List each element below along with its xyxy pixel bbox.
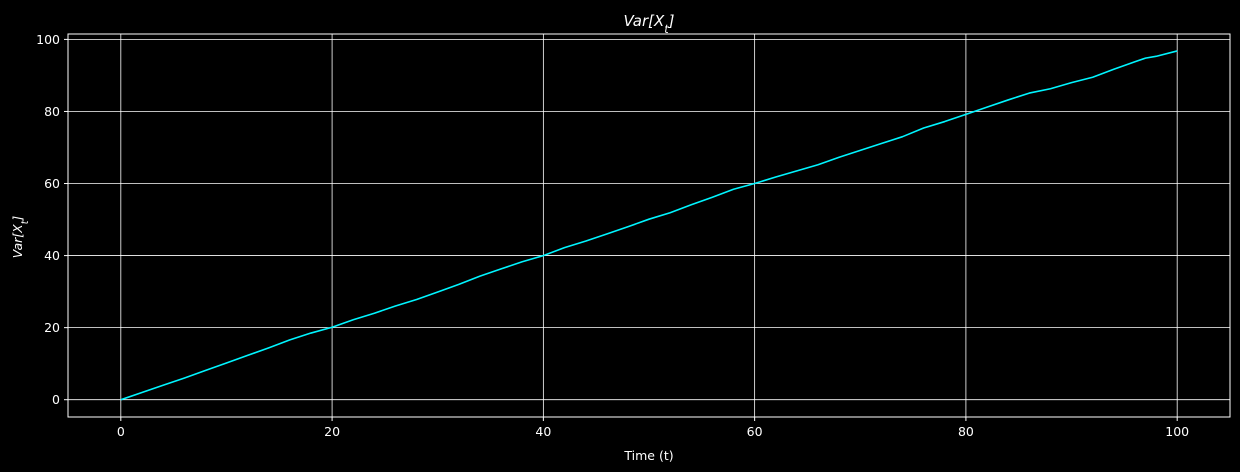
y-tick-label: 80 [44,104,60,119]
variance-series-line [120,50,1178,401]
y-tick-label: 60 [44,176,60,191]
plot-frame [67,33,1231,418]
y-tick-label: 20 [44,320,60,335]
y-tick-label: 0 [52,392,60,407]
x-tick-label: 60 [747,424,763,439]
chart-title: Var[Xt] [623,12,674,36]
y-tick-label: 100 [36,32,60,47]
x-tick-label: 40 [535,424,551,439]
x-tick-label: 80 [958,424,974,439]
y-tick-label: 40 [44,248,60,263]
y-axis-label: Var[Xt] [10,216,31,259]
grid-layer [68,34,1230,417]
x-tick-label: 20 [324,424,340,439]
x-tick-label: 100 [1165,424,1189,439]
x-axis-label: Time (t) [623,448,673,463]
series-layer [120,50,1178,401]
x-tick-label: 0 [117,424,125,439]
tick-layer: 0 20 40 60 80 100 0 20 40 60 80 100 [36,32,1189,439]
